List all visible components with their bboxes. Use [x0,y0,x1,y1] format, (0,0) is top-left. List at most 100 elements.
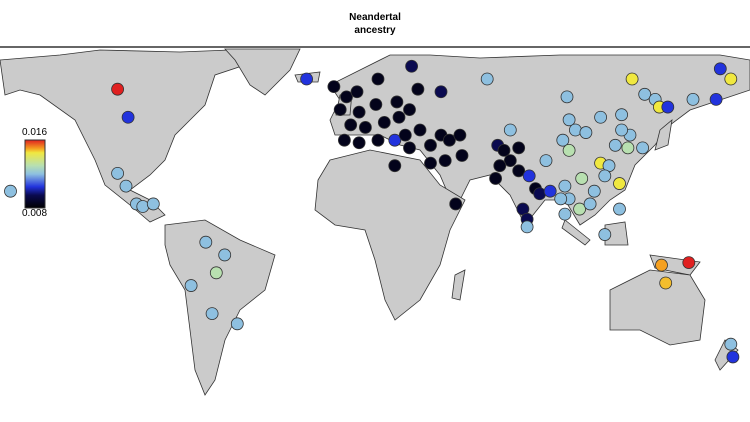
sample-point [121,110,135,124]
sample-point [369,98,383,111]
sample-point [489,172,503,185]
sample-point [350,85,364,99]
sample-point [146,197,160,211]
sample-point [453,128,467,142]
sample-point [136,200,150,213]
sample-point [411,82,425,96]
sample-point [218,248,232,262]
sample-point [455,149,469,162]
sample-point [558,179,572,193]
sample-point [661,100,675,114]
sample-point [497,143,511,157]
north-america [0,49,262,223]
sample-point [371,133,385,147]
sumatra [561,219,591,246]
sample-point [230,317,244,331]
points [4,59,740,364]
sample-point [608,138,622,152]
sample-point [587,184,601,198]
sample-point [613,177,626,190]
sample-point [352,105,366,119]
sample-point [398,128,412,142]
color-bar [24,139,46,209]
sample-point [539,154,553,168]
sample-point [625,72,639,86]
sample-point [424,156,437,170]
sample-point [522,169,536,183]
sample-point [390,95,404,109]
sample-point [405,59,419,73]
sample-point [579,126,593,139]
sample-point [638,87,652,101]
sample-point [655,258,668,272]
sample-point [424,138,437,152]
sample-point [327,80,341,94]
sample-point [575,172,589,185]
sample-point [438,154,452,168]
sample-point [573,202,586,216]
sample-point [403,103,416,116]
sample-point [403,141,416,155]
sample-point [388,133,402,147]
sample-point [583,197,597,211]
sample-point [392,110,406,124]
sample-point [388,159,402,173]
africa [314,149,466,321]
greenland [224,48,301,96]
sample-point [520,220,534,234]
sample-point [659,276,673,290]
sample-point [371,72,385,86]
sample-point [562,143,576,157]
title-line: ancestry [354,25,396,36]
sample-point [344,118,358,132]
sample-point [184,279,198,292]
sample-point [615,123,628,137]
sample-point [111,166,124,180]
sample-point [598,169,612,183]
sample-point [686,93,700,106]
sample-point [434,85,448,99]
sample-point [413,123,427,137]
sample-point [598,228,612,241]
sample-point [594,110,607,124]
sample-point [556,133,570,147]
sample-point [554,192,568,206]
sample-point [636,141,649,155]
sample-point [503,123,517,137]
sample-point [205,307,219,321]
sample-point [300,72,314,86]
sample-point [480,72,494,86]
sample-point [543,184,557,198]
sample-point [209,266,223,280]
sample-point [709,93,723,106]
sample-point [726,350,740,364]
sample-point [562,113,576,127]
sample-point [560,90,574,104]
sample-point [119,179,133,193]
legend-tick-label: 0.008 [22,208,47,219]
sample-point [111,82,124,96]
sample-point [512,141,526,155]
sample-point [442,133,456,147]
sample-point [615,108,628,122]
sample-point [352,136,366,150]
sample-point [724,337,738,351]
sample-point [613,202,626,216]
sample-point [724,72,738,86]
sample-point [337,133,351,147]
sample-point [358,121,372,134]
sample-point [713,62,727,76]
sample-point [512,164,526,178]
sample-point [558,207,572,221]
sample-point [199,235,213,249]
australia [609,269,706,346]
sample-point [533,187,547,201]
sample-point [621,141,635,155]
sample-point [682,256,696,270]
sample-point [4,184,17,198]
legend-tick-label: 0.016 [22,127,47,138]
sample-point [493,159,507,173]
sample-point [503,154,517,168]
title-line: Neandertal [349,12,401,23]
